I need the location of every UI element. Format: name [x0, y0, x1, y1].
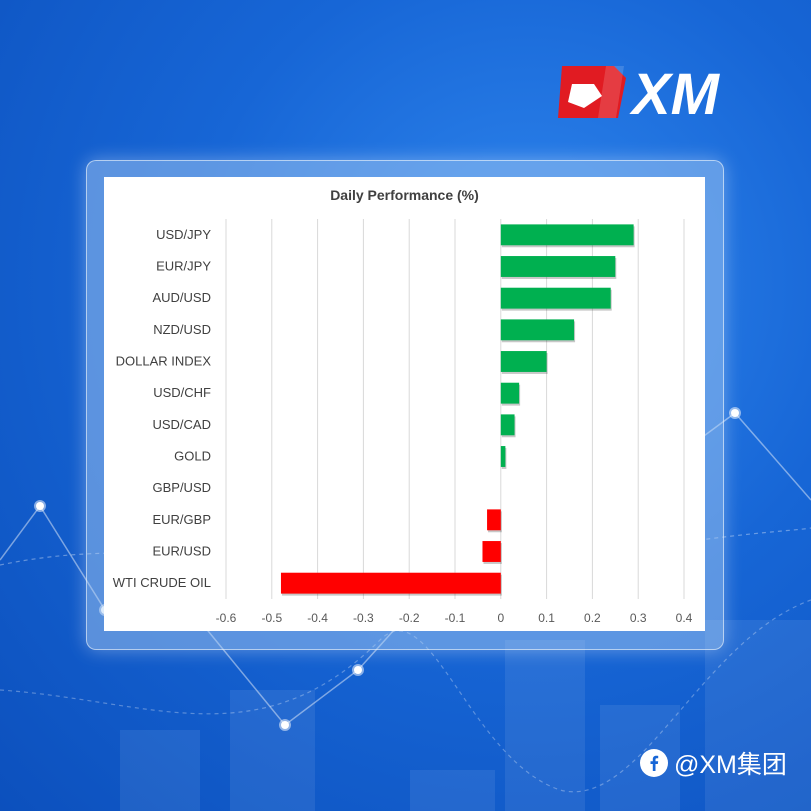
bar [500, 287, 611, 309]
category-label: EUR/USD [152, 544, 211, 559]
x-tick-label: -0.1 [445, 611, 466, 625]
category-label: USD/CAD [152, 417, 211, 432]
category-label: NZD/USD [153, 322, 211, 337]
chart-container: Daily Performance (%) -0.6 -0.5 -0.4 -0.3 -0… [104, 177, 705, 631]
bar [482, 541, 501, 562]
x-tick-label: 0.1 [538, 611, 555, 625]
bar [500, 319, 575, 341]
bar [500, 414, 515, 436]
category-label: EUR/GBP [152, 512, 211, 527]
bar [500, 446, 506, 467]
bar [500, 351, 547, 372]
x-tick-label: -0.4 [307, 611, 328, 625]
x-tick-label: 0.4 [676, 611, 693, 625]
bar [487, 509, 501, 531]
x-tick-label: 0.3 [630, 611, 647, 625]
x-tick-label: -0.5 [261, 611, 282, 625]
watermark-text: @XM集团 [674, 751, 787, 779]
bar [500, 224, 634, 246]
category-label: GBP/USD [152, 480, 211, 495]
watermark: @XM集团 [640, 746, 787, 780]
category-label: USD/JPY [156, 227, 211, 242]
category-label: USD/CHF [153, 385, 211, 400]
bar [500, 382, 520, 404]
x-tick-label: 0.2 [584, 611, 601, 625]
bar-chart: -0.6 -0.5 -0.4 -0.3 -0.2 -0.1 0 0.1 0.2 0.3 0.4 USD… [113, 219, 693, 625]
category-label: WTI CRUDE OIL [113, 575, 211, 590]
x-tick-label: -0.2 [399, 611, 420, 625]
category-label: AUD/USD [152, 290, 211, 305]
chart-title: Daily Performance (%) [330, 187, 479, 203]
x-tick-label: -0.6 [216, 611, 237, 625]
xm-logo: XM [558, 62, 721, 122]
logo-text: XM [629, 62, 721, 122]
facebook-icon [640, 749, 668, 777]
bar [280, 572, 501, 594]
category-label: GOLD [174, 449, 211, 464]
category-label: EUR/JPY [156, 259, 211, 274]
category-label: DOLLAR INDEX [116, 354, 212, 369]
x-tick-label: -0.3 [353, 611, 374, 625]
x-tick-label: 0 [497, 611, 504, 625]
bar [500, 256, 616, 277]
